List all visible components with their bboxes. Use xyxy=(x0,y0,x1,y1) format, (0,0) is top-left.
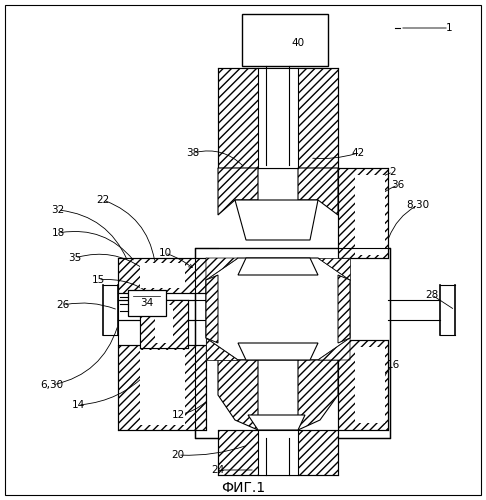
Bar xyxy=(258,430,298,475)
Text: 42: 42 xyxy=(351,148,364,158)
Text: 16: 16 xyxy=(386,360,399,370)
Bar xyxy=(140,300,188,348)
Text: 22: 22 xyxy=(96,195,110,205)
Text: 18: 18 xyxy=(52,228,65,238)
Polygon shape xyxy=(238,258,318,275)
Text: 6,30: 6,30 xyxy=(40,380,64,390)
Polygon shape xyxy=(206,258,238,280)
Polygon shape xyxy=(318,338,350,360)
Text: 40: 40 xyxy=(292,38,305,48)
Polygon shape xyxy=(298,168,338,215)
Text: ФИГ.1: ФИГ.1 xyxy=(221,481,265,495)
Polygon shape xyxy=(218,360,258,430)
Bar xyxy=(218,68,338,168)
Polygon shape xyxy=(338,275,350,343)
Polygon shape xyxy=(206,275,218,343)
Bar xyxy=(140,263,185,288)
Text: 1: 1 xyxy=(446,23,452,33)
Text: 32: 32 xyxy=(52,205,65,215)
Text: 2: 2 xyxy=(390,167,396,177)
Text: 35: 35 xyxy=(69,253,82,263)
Text: 26: 26 xyxy=(56,300,69,310)
Text: 8,30: 8,30 xyxy=(406,200,430,210)
Polygon shape xyxy=(298,360,338,430)
Text: 36: 36 xyxy=(391,180,405,190)
Bar xyxy=(338,168,388,258)
Polygon shape xyxy=(238,343,318,360)
Polygon shape xyxy=(248,415,305,430)
Bar xyxy=(155,305,173,343)
Text: 38: 38 xyxy=(186,148,200,158)
Text: 10: 10 xyxy=(158,248,172,258)
Bar xyxy=(140,350,185,425)
Bar xyxy=(118,345,206,430)
Text: 20: 20 xyxy=(172,450,185,460)
Bar xyxy=(128,290,166,316)
Text: 34: 34 xyxy=(140,298,154,308)
Polygon shape xyxy=(206,258,350,360)
Polygon shape xyxy=(318,258,350,280)
Bar xyxy=(242,14,328,66)
Text: 28: 28 xyxy=(425,290,439,300)
Bar xyxy=(258,68,298,168)
Bar xyxy=(355,175,385,255)
Bar xyxy=(218,430,338,475)
Text: 14: 14 xyxy=(71,400,85,410)
Bar xyxy=(195,248,390,438)
Text: 24: 24 xyxy=(211,465,225,475)
Polygon shape xyxy=(206,338,238,360)
Text: 15: 15 xyxy=(91,275,104,285)
Bar xyxy=(338,340,388,430)
Bar xyxy=(118,258,206,293)
Polygon shape xyxy=(235,200,318,240)
Text: 12: 12 xyxy=(172,410,185,420)
Bar xyxy=(355,347,385,423)
Polygon shape xyxy=(218,168,258,215)
